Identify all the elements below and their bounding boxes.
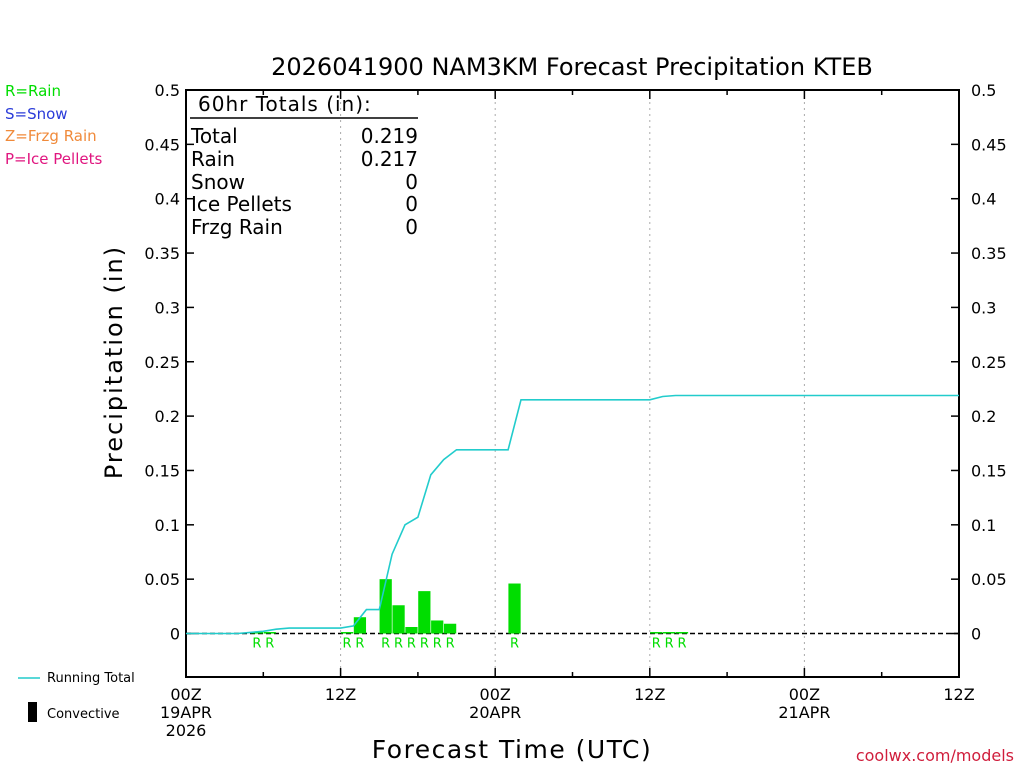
precip-bar: [675, 632, 689, 634]
precip-type-label: R: [407, 637, 416, 652]
y-axis-label: Precipitation (in): [100, 245, 128, 479]
precip-bar: [431, 620, 444, 634]
x-tick-label: 2026: [166, 721, 207, 740]
y-tick-label-left: 0.35: [144, 244, 180, 263]
y-tick-label-left: 0.4: [155, 190, 180, 209]
totals-rain-value: 0.217: [361, 147, 418, 171]
precip-bar: [508, 583, 521, 634]
precip-bars: [250, 579, 689, 634]
precip-bar: [250, 632, 263, 634]
totals-snow-value: 0: [405, 170, 418, 194]
x-tick-label: 20APR: [469, 703, 521, 722]
y-tick-label-right: 0.1: [971, 516, 996, 535]
grid-layer: [186, 90, 959, 677]
precip-type-label: R: [446, 637, 455, 652]
plot-area: [185, 89, 960, 678]
y-tick-label-right: 0.05: [971, 570, 1007, 589]
y-tick-label-right: 0.45: [971, 135, 1007, 154]
precip-type-label: R: [510, 637, 519, 652]
totals-ice-label: Ice Pellets: [191, 192, 292, 216]
x-tick-label: 12Z: [634, 685, 665, 704]
precip-type-label: R: [652, 637, 661, 652]
totals-box: 60hr Totals (in): Total 0.219 Rain 0.217…: [190, 92, 418, 239]
precip-bar: [443, 623, 457, 634]
y-tick-label-right: 0.35: [971, 244, 1007, 263]
legend-rain: R=Rain: [5, 82, 61, 100]
y-tick-label-left: 0.15: [144, 461, 180, 480]
y-tick-label-right: 0.25: [971, 353, 1007, 372]
chart-title: 2026041900 NAM3KM Forecast Precipitation…: [271, 53, 873, 81]
totals-snow-label: Snow: [191, 170, 245, 194]
y-tick-label-left: 0.05: [144, 570, 180, 589]
precip-type-label: R: [677, 637, 686, 652]
running-total-legend-label: Running Total: [47, 671, 135, 686]
totals-rain-label: Rain: [191, 147, 235, 171]
precip-bar: [392, 605, 405, 634]
x-axis-label: Forecast Time (UTC): [372, 735, 652, 764]
x-tick-label: 12Z: [325, 685, 356, 704]
totals-total-value: 0.219: [361, 124, 418, 148]
precip-type-label: R: [433, 637, 442, 652]
totals-title: 60hr Totals (in):: [198, 92, 372, 116]
y-tick-label-left: 0.2: [155, 407, 180, 426]
precip-bar: [663, 632, 676, 634]
precip-type-label: R: [265, 637, 274, 652]
convective-legend-label: Convective: [47, 707, 120, 722]
totals-ice-value: 0: [405, 192, 418, 216]
y-tick-label-left: 0.25: [144, 353, 180, 372]
y-tick-label-left: 0.3: [155, 298, 180, 317]
convective-legend-swatch: [28, 702, 37, 722]
precip-type-label: R: [394, 637, 403, 652]
x-tick-label: 00Z: [170, 685, 201, 704]
y-tick-label-right: 0.15: [971, 461, 1007, 480]
precip-bar: [379, 579, 392, 634]
precip-type-label: R: [355, 637, 364, 652]
y-tick-label-left: 0.1: [155, 516, 180, 535]
totals-frzg-label: Frzg Rain: [191, 215, 283, 239]
y-tick-label-left: 0.45: [144, 135, 180, 154]
precip-bar: [340, 632, 354, 634]
x-tick-label: 00Z: [789, 685, 820, 704]
legend-snow: S=Snow: [5, 105, 68, 123]
y-tick-label-left: 0: [170, 625, 180, 644]
precip-type-label: R: [665, 637, 674, 652]
precip-type-label: R: [420, 637, 429, 652]
y-axis-ticks: 0 00.05 0.050.1 0.10.15 0.150.2 0.20.25 0.250.…: [144, 81, 1006, 644]
y-tick-label-right: 0: [971, 625, 981, 644]
x-tick-label: 00Z: [480, 685, 511, 704]
y-tick-label-right: 0.4: [971, 190, 996, 209]
legend-frzg-rain: Z=Frzg Rain: [5, 127, 97, 145]
y-tick-label-right: 0.2: [971, 407, 996, 426]
precip-bar: [353, 617, 367, 634]
footer-credit: coolwx.com/models: [856, 746, 1014, 765]
y-tick-label-left: 0.5: [155, 81, 180, 100]
running-total-layer: [186, 394, 959, 635]
y-tick-label-right: 0.5: [971, 81, 996, 100]
precip-type-label: R: [343, 637, 352, 652]
legend-ice-pellets: P=Ice Pellets: [5, 150, 102, 168]
precip-bar: [263, 632, 276, 634]
running-total-line: [186, 394, 959, 635]
precip-bar: [418, 591, 431, 634]
precip-type-label: R: [381, 637, 390, 652]
x-tick-label: 19APR: [160, 703, 212, 722]
precip-bar: [650, 632, 663, 634]
precip-bar: [405, 626, 418, 634]
precip-type-label: R: [252, 637, 261, 652]
totals-total-label: Total: [190, 124, 238, 148]
x-tick-label: 12Z: [943, 685, 974, 704]
y-tick-label-right: 0.3: [971, 298, 996, 317]
x-tick-label: 21APR: [778, 703, 830, 722]
totals-frzg-value: 0: [405, 215, 418, 239]
